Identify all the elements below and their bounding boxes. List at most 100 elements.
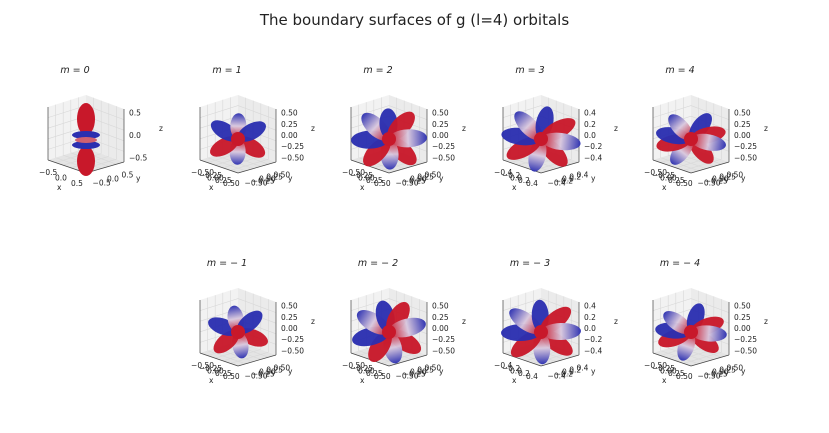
x-axis-label: x (360, 376, 365, 385)
y-tick-label: −0.25 (403, 370, 426, 379)
y-tick-label: 0.00 (410, 368, 427, 377)
z-tick-label: 0.25 (281, 313, 298, 322)
y-tick-label: 0.25 (266, 365, 283, 374)
y-tick-label: −0.50 (698, 372, 721, 381)
y-axis-label: y (439, 174, 444, 183)
z-axis-label: z (311, 317, 315, 326)
z-tick-label: −0.4 (584, 153, 602, 162)
subplot-mneg4: m = − 4 0.50 0.25 0.00 −0.25 −0.50 z 0.50 0.25 0.… (605, 258, 768, 433)
y-tick-label: 0.00 (712, 368, 729, 377)
y-tick-label: 0.5 (121, 170, 133, 179)
y-tick-label: −0.50 (698, 179, 721, 188)
y-axis-label: y (741, 367, 746, 376)
x-tick-label: 0.00 (660, 174, 677, 183)
x-tick-label: 0.50 (223, 372, 240, 381)
y-tick-label: 0.00 (259, 175, 276, 184)
subplot-title: m = − 3 (509, 258, 551, 269)
x-axis-label: x (512, 376, 517, 385)
subplot-m3: m = 3 0.4 0.2 0.0 −0.2 −0.4 z 0.4 0.2 0.0 −0.2 −0.4… (455, 65, 618, 240)
subplot-m4: m = 4 0.50 0.25 0.00 −0.25 −0.50 z 0.50 0.25 0.00… (605, 65, 768, 240)
orbital-lobe (540, 322, 581, 340)
z-tick-label: −0.50 (281, 346, 304, 355)
z-axis-label: z (614, 317, 618, 326)
y-axis-label: y (591, 367, 596, 376)
x-tick-label: −0.4 (494, 168, 512, 177)
orbital-torus (75, 137, 97, 143)
z-tick-label: 0.0 (584, 131, 596, 140)
z-tick-label: 0.00 (281, 324, 298, 333)
axes3d: 0.500.250.00−0.25−0.50z0.500.250.00−0.25… (342, 95, 466, 192)
y-tick-label: 0.0 (107, 175, 119, 184)
y-tick-label: −0.25 (403, 177, 426, 186)
axis-edges (47, 107, 125, 174)
axes3d: 0.40.20.0−0.2−0.4z0.40.20.0−0.2−0.4y−0.4… (494, 95, 618, 192)
subplot-m2: m = 2 0.50 0.25 0.00 −0.25 −0.50 z 0.50 0.25 0.00… (303, 65, 466, 240)
orbital-lobe (388, 129, 427, 148)
subplot-title: m = 0 (60, 65, 90, 76)
orbital-lobe (690, 325, 727, 342)
y-axis-line (388, 161, 428, 174)
orbital-lobe (368, 331, 392, 363)
z-axis-label: z (764, 317, 768, 326)
subplot-title: m = − 1 (206, 258, 248, 269)
orbital-center (231, 325, 245, 339)
z-tick-label: 0.50 (734, 109, 751, 118)
y-tick-label: −0.25 (252, 370, 275, 379)
z-tick-label: −0.25 (432, 335, 455, 344)
orbital-center (534, 325, 548, 339)
z-tick-label: 0.50 (432, 302, 449, 311)
z-tick-label: −0.50 (281, 153, 304, 162)
z-axis-label: z (462, 317, 466, 326)
y-axis-line (540, 161, 580, 174)
y-tick-label: −0.25 (705, 177, 728, 186)
z-tick-label: −0.2 (584, 142, 602, 151)
z-tick-label: −0.25 (432, 142, 455, 151)
x-tick-label: 0.00 (207, 367, 224, 376)
y-tick-label: −0.4 (548, 372, 566, 381)
z-tick-label: −0.25 (281, 142, 304, 151)
x-tick-label: −0.4 (494, 361, 512, 370)
orbital-center (534, 132, 548, 146)
z-axis-label: z (614, 124, 618, 133)
x-tick-label: 0.0 (55, 174, 67, 183)
subplot-m0: m = 0 0.5 0.0 −0.5 z 0.5 0.0 −0.5 y −0.5 0.0 0.5 x (0, 65, 163, 240)
z-tick-label: −0.2 (584, 335, 602, 344)
y-tick-label: −0.2 (555, 177, 573, 186)
axis-edges (652, 300, 730, 367)
z-axis-label: z (462, 124, 466, 133)
x-axis-label: x (662, 183, 667, 192)
x-tick-label: −0.5 (39, 168, 57, 177)
z-tick-label: 0.00 (281, 131, 298, 140)
x-tick-label: −0.50 (191, 168, 214, 177)
x-axis-line (502, 352, 542, 367)
axes3d: 0.40.20.0−0.2−0.4z0.40.20.0−0.2−0.4y−0.4… (494, 288, 618, 385)
y-tick-label: 0.00 (410, 175, 427, 184)
subplot-m1: m = 1 0.50 0.25 0.00 −0.25 −0.50 z 0.50 0.25 0.00… (152, 65, 315, 240)
x-tick-label: 0.25 (366, 176, 383, 185)
z-tick-label: 0.25 (432, 313, 449, 322)
axis-edges (199, 300, 277, 367)
z-tick-label: 0.50 (734, 302, 751, 311)
subplot-mneg3: m = − 3 0.4 0.2 0.0 −0.2 −0.4 z 0.4 0.2 0.0 −0.2 −0… (455, 258, 618, 433)
y-axis-line (690, 354, 730, 367)
x-tick-label: 0.00 (358, 367, 375, 376)
x-tick-label: −0.25 (350, 364, 373, 373)
y-tick-label: −0.50 (245, 372, 268, 381)
y-tick-label: 0.4 (576, 170, 588, 179)
z-tick-label: −0.4 (584, 346, 602, 355)
y-axis-label: y (288, 174, 293, 183)
x-tick-label: 0.25 (215, 369, 232, 378)
x-axis-label: x (360, 183, 365, 192)
x-tick-label: 0.00 (207, 174, 224, 183)
x-axis-line (199, 159, 239, 174)
z-tick-label: 0.50 (432, 109, 449, 118)
orbital-lobe (386, 301, 410, 333)
y-tick-label: 0.25 (417, 365, 434, 374)
x-tick-label: 0.25 (668, 176, 685, 185)
orbital-lobe (388, 317, 426, 338)
z-tick-label: −0.50 (432, 153, 455, 162)
z-tick-label: −0.5 (129, 153, 147, 162)
x-axis-label: x (662, 376, 667, 385)
axes3d: 0.500.250.00−0.25−0.50z0.500.250.00−0.25… (644, 95, 768, 192)
axis-edges (350, 107, 428, 174)
